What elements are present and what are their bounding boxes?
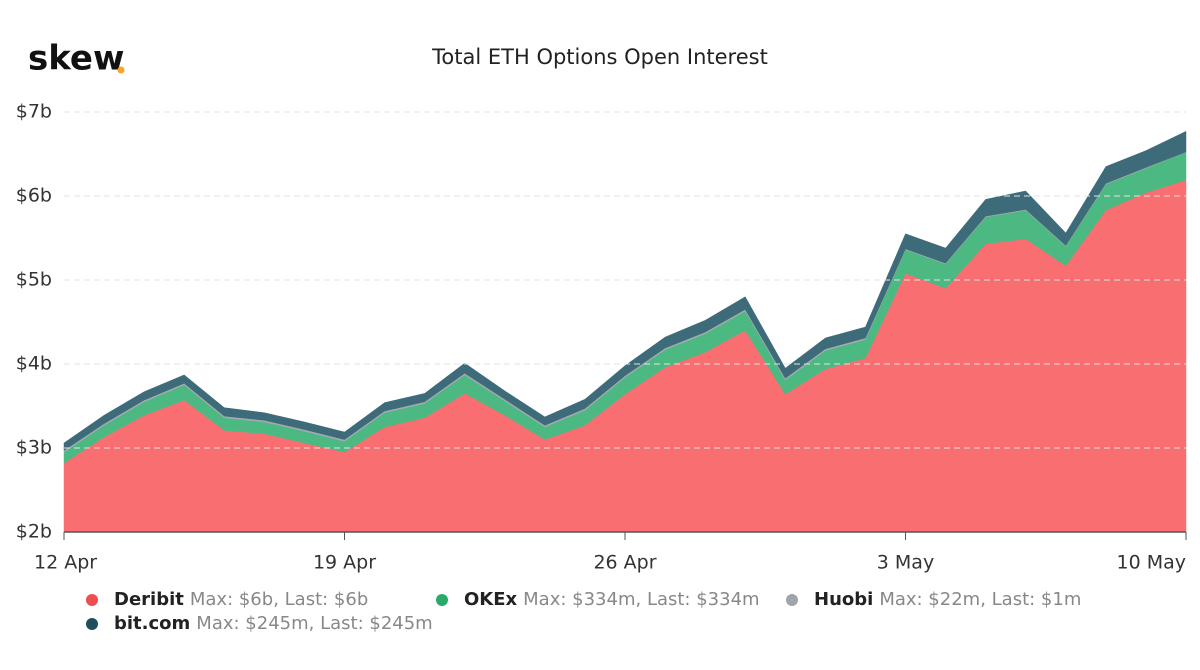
plot-area xyxy=(63,130,1187,533)
legend-stats: Max: $22m, Last: $1m xyxy=(879,589,1081,610)
y-tick-label: $5b xyxy=(16,269,52,291)
logo-dot xyxy=(117,66,125,74)
y-tick-label: $6b xyxy=(16,185,52,207)
legend-marker xyxy=(86,618,98,630)
legend-name[interactable]: Huobi xyxy=(814,589,873,610)
legend: Deribit Max: $6b, Last: $6b OKEx Max: $334m… xyxy=(86,589,1081,634)
y-tick-label: $4b xyxy=(16,353,52,375)
legend-name[interactable]: OKEx xyxy=(464,589,518,610)
legend-stats: Max: $245m, Last: $245m xyxy=(196,613,432,634)
x-tick-label: 26 Apr xyxy=(593,552,656,574)
legend-stats: Max: $6b, Last: $6b xyxy=(190,589,368,610)
x-tick-label: 3 May xyxy=(877,552,934,574)
legend-stats: Max: $334m, Last: $334m xyxy=(523,589,759,610)
legend-marker xyxy=(86,594,98,606)
x-tick-label: 19 Apr xyxy=(313,552,376,574)
legend-marker xyxy=(436,594,448,606)
chart-title: Total ETH Options Open Interest xyxy=(431,45,768,69)
legend-name[interactable]: bit.com xyxy=(114,613,190,634)
legend-name[interactable]: Deribit xyxy=(114,589,184,610)
y-tick-label: $2b xyxy=(16,521,52,543)
logo: skew xyxy=(28,39,124,79)
y-tick-label: $7b xyxy=(16,101,52,123)
x-tick-label: 12 Apr xyxy=(34,552,97,574)
legend-label: OKEx Max: $334m, Last: $334m xyxy=(464,589,760,610)
legend-label: Huobi Max: $22m, Last: $1m xyxy=(814,589,1081,610)
y-tick-label: $3b xyxy=(16,437,52,459)
area xyxy=(63,130,1187,451)
legend-label: bit.com Max: $245m, Last: $245m xyxy=(114,613,433,634)
legend-label: Deribit Max: $6b, Last: $6b xyxy=(114,589,368,610)
legend-marker xyxy=(786,594,798,606)
x-tick-label: 10 May xyxy=(1117,552,1187,574)
